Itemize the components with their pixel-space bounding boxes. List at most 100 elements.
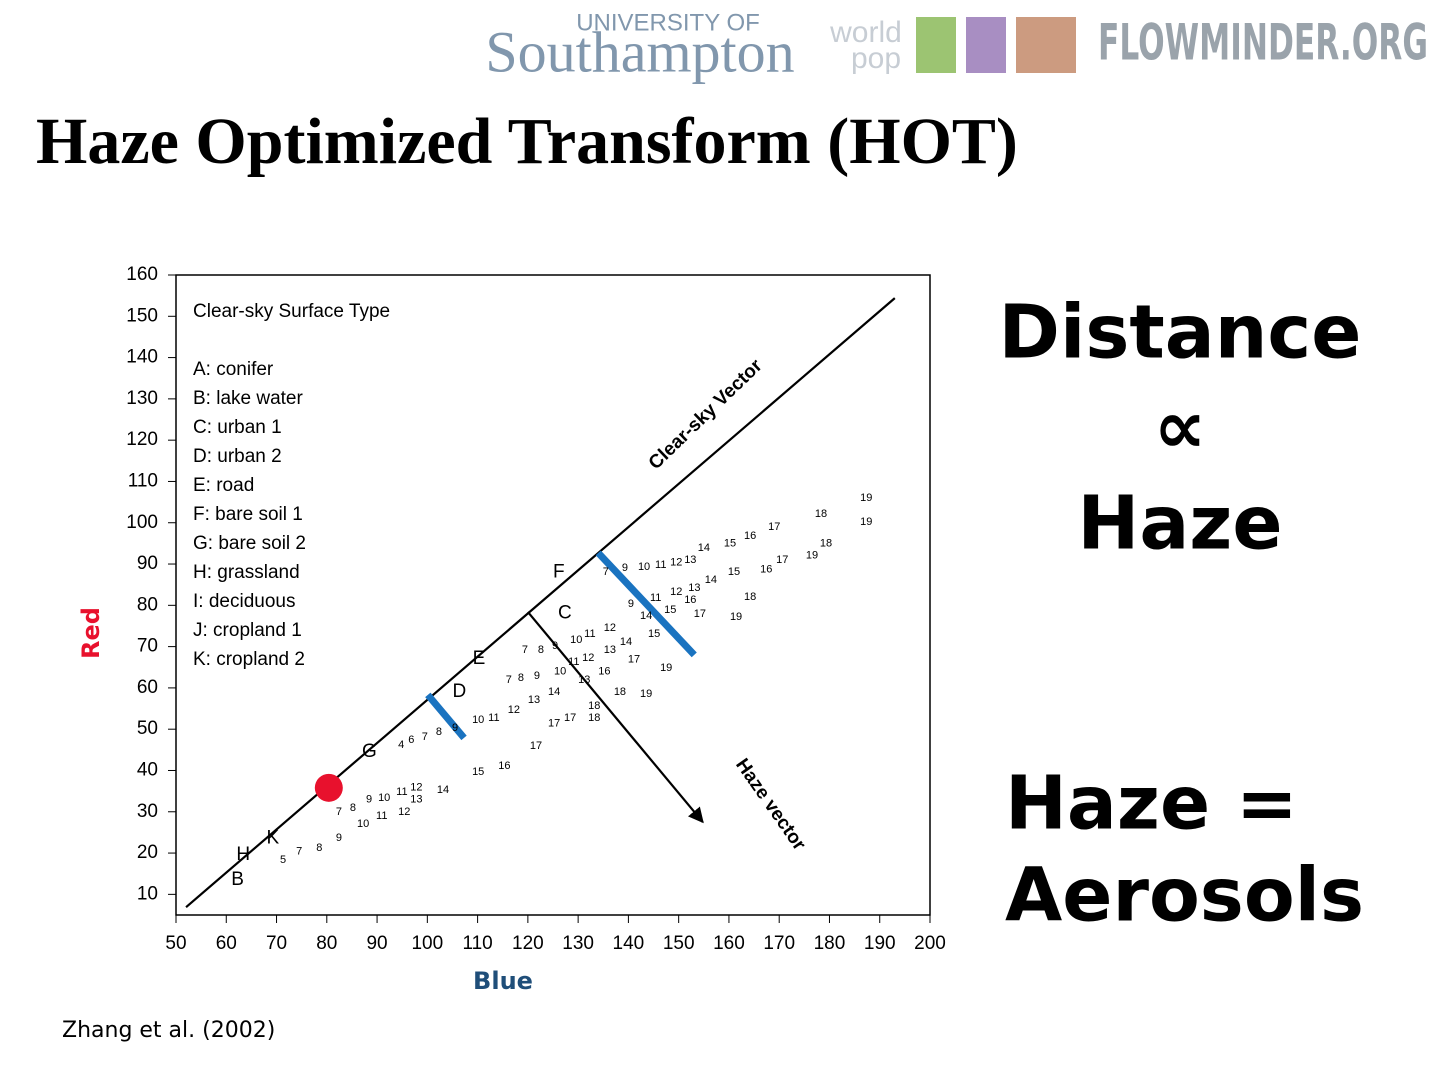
point-label: 13 bbox=[604, 644, 616, 656]
chart: 50 60 70 80 90 100 110 120 130 140 150 160 170 180 190… bbox=[77, 264, 946, 995]
logo-icon bbox=[966, 17, 1006, 73]
y-tick-label: 80 bbox=[137, 594, 158, 615]
point-label: 8 bbox=[518, 672, 524, 684]
y-tick-label: 90 bbox=[137, 553, 158, 574]
point-label: 7 bbox=[422, 731, 428, 743]
plot-frame bbox=[175, 274, 931, 916]
legend-entry: G: bare soil 2 bbox=[193, 533, 306, 554]
point-label: 14 bbox=[620, 636, 632, 648]
point-label: 13 bbox=[578, 674, 590, 686]
statement: Distance bbox=[999, 290, 1362, 376]
legend-entry: H: grassland bbox=[193, 562, 300, 583]
point-label: 18 bbox=[744, 591, 756, 603]
legend-entry: D: urban 2 bbox=[193, 446, 282, 467]
x-tick-label: 120 bbox=[512, 933, 544, 954]
point-label: 18 bbox=[815, 508, 827, 520]
point-label: 19 bbox=[860, 516, 872, 528]
x-tick-label: 70 bbox=[266, 933, 287, 954]
point-label: 6 bbox=[408, 734, 414, 746]
logo-text: Southampton bbox=[485, 19, 794, 84]
point-label: 17 bbox=[776, 554, 788, 566]
legend-title: Clear-sky Surface Type bbox=[193, 301, 390, 322]
y-tick-label: 160 bbox=[126, 264, 158, 285]
point-label: 9 bbox=[534, 670, 540, 682]
point-label: 11 bbox=[655, 559, 666, 571]
point-label: 8 bbox=[316, 842, 322, 854]
legend-entry: K: cropland 2 bbox=[193, 649, 305, 670]
point-label: 7 bbox=[522, 644, 528, 656]
citation: Zhang et al. (2002) bbox=[62, 1018, 275, 1043]
point-label: 13 bbox=[528, 694, 540, 706]
x-tick-label: 100 bbox=[411, 933, 443, 954]
point-letter: D bbox=[452, 681, 466, 702]
logo-text: FLOWMINDER.ORG bbox=[1098, 14, 1428, 72]
point-label: 16 bbox=[744, 530, 756, 542]
legend-entry: F: bare soil 1 bbox=[193, 504, 303, 525]
point-label: 19 bbox=[730, 611, 742, 623]
point-letter: C bbox=[558, 603, 572, 624]
x-axis-label: Blue bbox=[473, 967, 533, 995]
statement: ∝ bbox=[1154, 385, 1207, 471]
point-label: 18 bbox=[588, 712, 600, 724]
statement: Haze bbox=[1077, 481, 1282, 567]
x-tick-label: 60 bbox=[216, 933, 237, 954]
point-label: 4 bbox=[398, 739, 404, 751]
marker bbox=[314, 773, 343, 802]
point-label: 12 bbox=[670, 557, 682, 569]
x-tick-label: 80 bbox=[316, 933, 337, 954]
point-label: 14 bbox=[705, 574, 717, 586]
point-label: 10 bbox=[554, 666, 566, 678]
point-label: 9 bbox=[552, 640, 558, 652]
point-label: 15 bbox=[472, 766, 484, 778]
point-label: 9 bbox=[622, 562, 628, 574]
point-label: 12 bbox=[582, 652, 594, 664]
point-label: 9 bbox=[336, 832, 342, 844]
point-label: 15 bbox=[648, 628, 660, 640]
point-label: 11 bbox=[488, 712, 499, 724]
point-letter: F bbox=[553, 561, 565, 582]
y-tick-label: 20 bbox=[137, 842, 158, 863]
logo-text: world bbox=[829, 16, 902, 49]
x-tick-label: 180 bbox=[814, 933, 846, 954]
logo-icon bbox=[916, 17, 956, 73]
point-label: 17 bbox=[628, 654, 640, 666]
point-label: 17 bbox=[768, 521, 780, 533]
point-label: 10 bbox=[638, 561, 650, 573]
legend-entry: I: deciduous bbox=[193, 591, 295, 612]
point-label: 14 bbox=[640, 610, 652, 622]
point-letter: B bbox=[231, 869, 244, 890]
y-tick-label: 50 bbox=[137, 718, 158, 739]
y-tick-label: 60 bbox=[137, 677, 158, 698]
x-tick-label: 150 bbox=[663, 933, 695, 954]
annotation: Clear-sky Vector bbox=[645, 355, 767, 474]
y-tick-label: 120 bbox=[126, 429, 158, 450]
legend-entry: E: road bbox=[193, 475, 254, 496]
point-label: 16 bbox=[684, 594, 696, 606]
x-tick-label: 130 bbox=[562, 933, 594, 954]
y-tick-label: 10 bbox=[137, 883, 158, 904]
x-tick-label: 170 bbox=[763, 933, 795, 954]
y-tick-label: 40 bbox=[137, 759, 158, 780]
logo-text: UNIVERSITY OF bbox=[576, 9, 760, 36]
point-label: 9 bbox=[452, 722, 458, 734]
point-label: 14 bbox=[437, 784, 449, 796]
x-tick-label: 90 bbox=[366, 933, 387, 954]
point-label: 10 bbox=[357, 818, 369, 830]
point-label: 8 bbox=[350, 802, 356, 814]
point-label: 9 bbox=[628, 598, 634, 610]
point-label: 8 bbox=[436, 726, 442, 738]
legend-entry: B: lake water bbox=[193, 388, 303, 409]
point-label: 11 bbox=[584, 628, 595, 640]
legend-entry: J: cropland 1 bbox=[193, 620, 302, 641]
line bbox=[185, 297, 896, 908]
y-tick-label: 70 bbox=[137, 636, 158, 657]
point-label: 17 bbox=[548, 718, 560, 730]
x-tick-label: 160 bbox=[713, 933, 745, 954]
y-tick-label: 140 bbox=[126, 347, 158, 368]
point-label: 8 bbox=[538, 644, 544, 656]
y-tick-label: 100 bbox=[126, 512, 158, 533]
legend-entry: A: conifer bbox=[193, 359, 274, 380]
y-tick-label: 30 bbox=[137, 801, 158, 822]
